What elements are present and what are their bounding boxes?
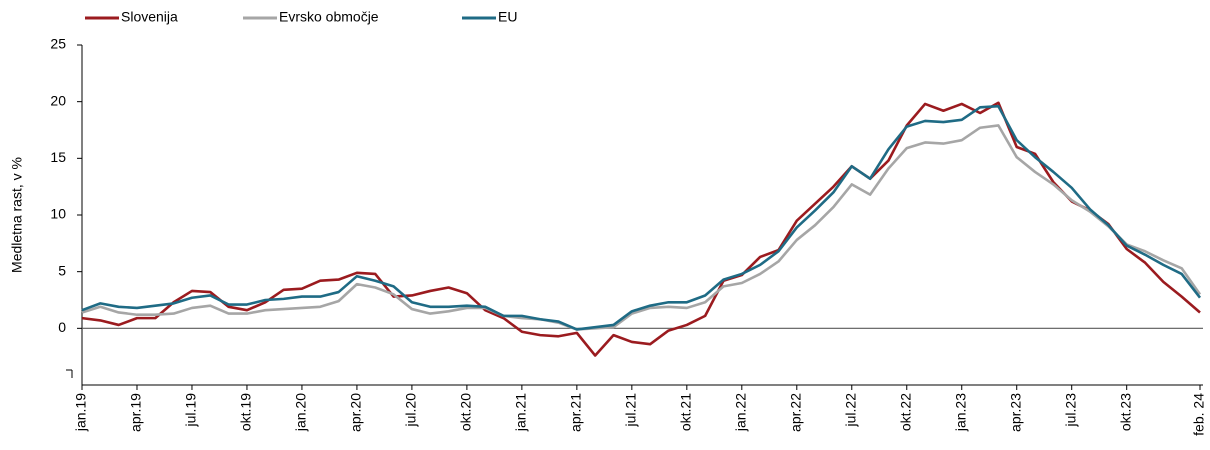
x-tick-label: jul.20 [403, 393, 419, 428]
y-tick-label: 20 [50, 92, 66, 108]
y-tick-label: 25 [50, 36, 66, 52]
series-line [81, 101, 1201, 357]
legend-label: Evrsko območje [279, 9, 379, 25]
x-tick-label: jan.22 [733, 393, 749, 432]
x-tick-label: jul.21 [623, 393, 639, 428]
y-tick-label: 5 [58, 262, 66, 278]
series-line [81, 124, 1202, 331]
y-tick-label: 15 [50, 149, 66, 165]
axis-break [66, 369, 73, 378]
x-tick-label: jan.19 [73, 393, 89, 432]
x-tick-label: okt.21 [678, 393, 694, 431]
x-tick-label: apr.19 [128, 393, 144, 432]
x-tick-label: okt.22 [897, 393, 913, 431]
series-line [81, 104, 1202, 331]
legend-label: EU [498, 9, 517, 25]
x-tick-label: okt.20 [458, 393, 474, 431]
x-tick-label: okt.23 [1117, 393, 1133, 431]
y-tick-label: 10 [50, 206, 66, 222]
x-tick-label: jan.23 [952, 393, 968, 432]
legend-label: Slovenija [121, 9, 178, 25]
x-tick-label: jul.22 [842, 393, 858, 428]
x-tick-label: jul.23 [1062, 393, 1078, 428]
x-tick-label: apr.21 [568, 393, 584, 432]
y-tick-label: 0 [58, 319, 66, 335]
x-tick-label: apr.20 [348, 393, 364, 432]
x-tick-label: apr.22 [787, 393, 803, 432]
x-tick-label: jan.21 [513, 393, 529, 432]
x-tick-label: jan.20 [293, 393, 309, 432]
x-tick-label: jul.19 [183, 393, 199, 428]
x-tick-label: feb. 24 [1191, 393, 1207, 436]
x-tick-label: apr.23 [1007, 393, 1023, 432]
y-axis-label: Medletna rast, v % [9, 157, 25, 273]
x-tick-label: okt.19 [238, 393, 254, 431]
